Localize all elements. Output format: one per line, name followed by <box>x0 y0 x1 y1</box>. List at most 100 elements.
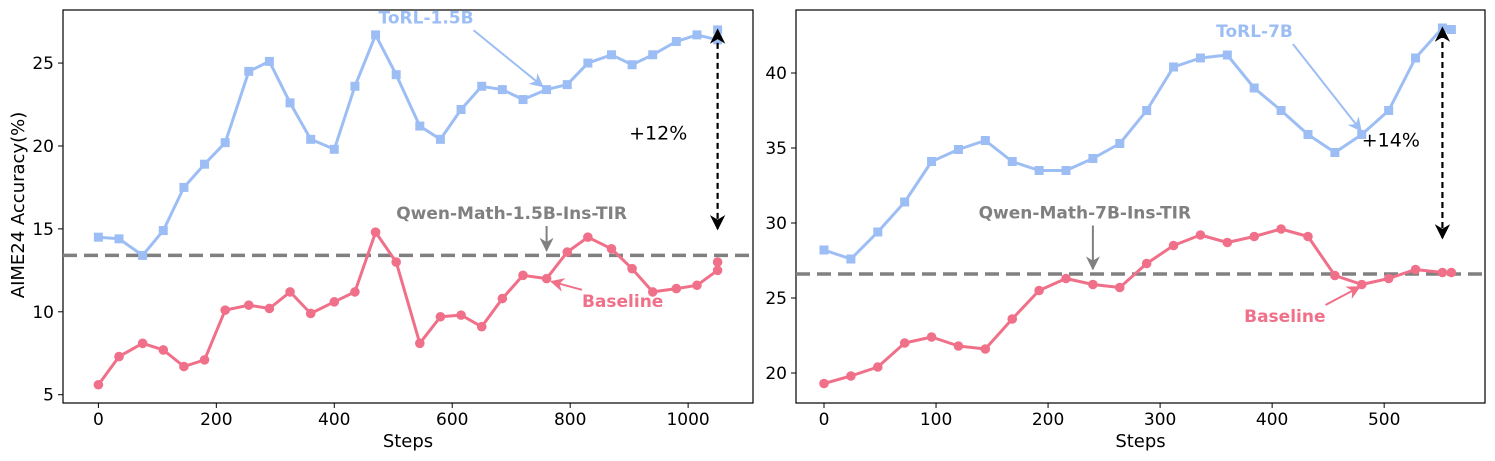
annotation-label: Qwen-Math-1.5B-Ins-TIR <box>396 204 627 224</box>
x-tick-label: 300 <box>1144 410 1176 430</box>
baseline-point <box>562 247 573 257</box>
baseline-point <box>692 280 702 291</box>
baseline-point <box>285 287 295 297</box>
baseline-point <box>953 341 964 351</box>
baseline-point <box>846 371 856 381</box>
baseline-point <box>1276 224 1286 234</box>
baseline-point <box>712 265 723 276</box>
x-tick-label: 400 <box>318 410 350 430</box>
baseline-point <box>518 270 528 281</box>
baseline-point <box>1114 282 1125 293</box>
torl-7b-point <box>819 245 829 255</box>
torl-7b-point <box>1357 130 1367 139</box>
torl-1-5b-point <box>583 58 593 68</box>
baseline-point <box>179 361 189 372</box>
torl-1-5b-point <box>518 95 528 105</box>
baseline-point <box>627 263 637 274</box>
torl-7b-point <box>1330 148 1340 157</box>
torl-1-5b-point <box>93 232 103 242</box>
torl-1-5b-point <box>350 81 360 91</box>
x-tick-label: 200 <box>1032 410 1064 430</box>
torl-1-5b-point <box>158 226 168 236</box>
torl-1-5b-point <box>542 85 552 95</box>
right-chart-panel: 0 100 200 300 400 500 20 25 30 35 40 Steps ToRL-7B Qw… <box>765 9 1486 452</box>
baseline-point <box>1249 231 1260 242</box>
torl-1-5b-point <box>220 138 230 148</box>
baseline-point <box>1437 267 1448 278</box>
improvement-label: +12% <box>629 122 687 144</box>
y-tick-label: 25 <box>32 54 54 74</box>
x-tick-label: 600 <box>436 410 468 430</box>
torl-7b-point <box>1034 166 1044 175</box>
torl-1-5b-point <box>435 134 445 144</box>
baseline-point <box>712 257 723 267</box>
baseline-point <box>414 338 425 349</box>
y-tick-label: 30 <box>765 214 787 234</box>
left-chart-panel: 0 200 400 600 800 1000 5 10 15 20 25 Steps ToRL-1.5B… <box>32 8 754 452</box>
torl-7b-point <box>1195 53 1205 63</box>
y-tick-label: 10 <box>32 303 54 323</box>
torl-1-5b-point <box>648 50 658 60</box>
baseline-point <box>1195 230 1206 240</box>
baseline-point <box>606 243 617 254</box>
baseline-point <box>899 338 910 348</box>
torl-7b-point <box>953 145 963 154</box>
baseline-point <box>220 305 230 315</box>
torl-7b-point <box>1276 106 1286 115</box>
x-tick-label: 1000 <box>666 410 709 430</box>
plot-frame <box>62 9 754 404</box>
y-tick-label: 5 <box>43 386 54 406</box>
baseline-point <box>264 303 275 314</box>
torl-7b-point <box>1411 53 1421 63</box>
y-axis-label: AIME24 Accuracy(%) <box>8 112 29 298</box>
baseline-point <box>1007 314 1018 324</box>
baseline-point <box>1088 279 1098 290</box>
baseline-point <box>647 287 658 297</box>
torl-1-5b-point <box>285 98 295 108</box>
y-tick-label: 35 <box>765 139 787 159</box>
baseline-point <box>305 308 316 319</box>
torl-7b-point <box>1249 83 1259 93</box>
torl-7b-point <box>1446 25 1456 34</box>
torl-1-5b-point <box>562 80 572 90</box>
torl-1-5b-point <box>606 50 616 60</box>
torl-1-5b-point <box>456 104 466 114</box>
torl-1-5b-point <box>692 30 702 40</box>
torl-1-5b-point <box>497 85 507 95</box>
y-tick-label: 15 <box>32 220 54 240</box>
torl-7b-point <box>1303 130 1313 139</box>
torl-1-5b-point <box>244 66 254 76</box>
x-tick-label: 100 <box>920 410 952 430</box>
baseline-point <box>1446 267 1457 278</box>
baseline-point <box>435 311 446 322</box>
baseline-point <box>93 379 104 390</box>
baseline-point <box>1222 237 1233 248</box>
x-tick-label: 200 <box>200 410 232 430</box>
torl-7b-point <box>1007 157 1017 166</box>
torl-7b-point <box>846 254 856 264</box>
baseline-point <box>329 297 340 307</box>
baseline-point <box>350 287 360 297</box>
baseline-point <box>137 338 148 349</box>
baseline-point <box>583 232 593 242</box>
baseline-point <box>541 273 552 284</box>
torl-7b-point <box>1169 62 1179 72</box>
torl-7b-line <box>823 26 1452 261</box>
torl-7b-point <box>1384 106 1394 115</box>
x-tick-label: 800 <box>554 410 586 430</box>
baseline-point <box>1303 231 1313 242</box>
torl-7b-point <box>1115 139 1125 148</box>
torl-1-5b-point <box>627 60 637 70</box>
torl-7b-point <box>873 227 883 237</box>
annotation-arrow <box>472 29 544 88</box>
torl-1-5b-point <box>200 159 210 169</box>
baseline-point <box>199 355 210 365</box>
y-tick-label: 25 <box>765 289 787 309</box>
torl-1-5b-point <box>179 182 189 192</box>
baseline-point <box>1168 240 1179 251</box>
torl-7b-point <box>900 197 910 207</box>
annotation-label: ToRL-1.5B <box>379 8 474 28</box>
baseline-point <box>370 227 381 238</box>
torl-1-5b-point <box>114 234 124 244</box>
